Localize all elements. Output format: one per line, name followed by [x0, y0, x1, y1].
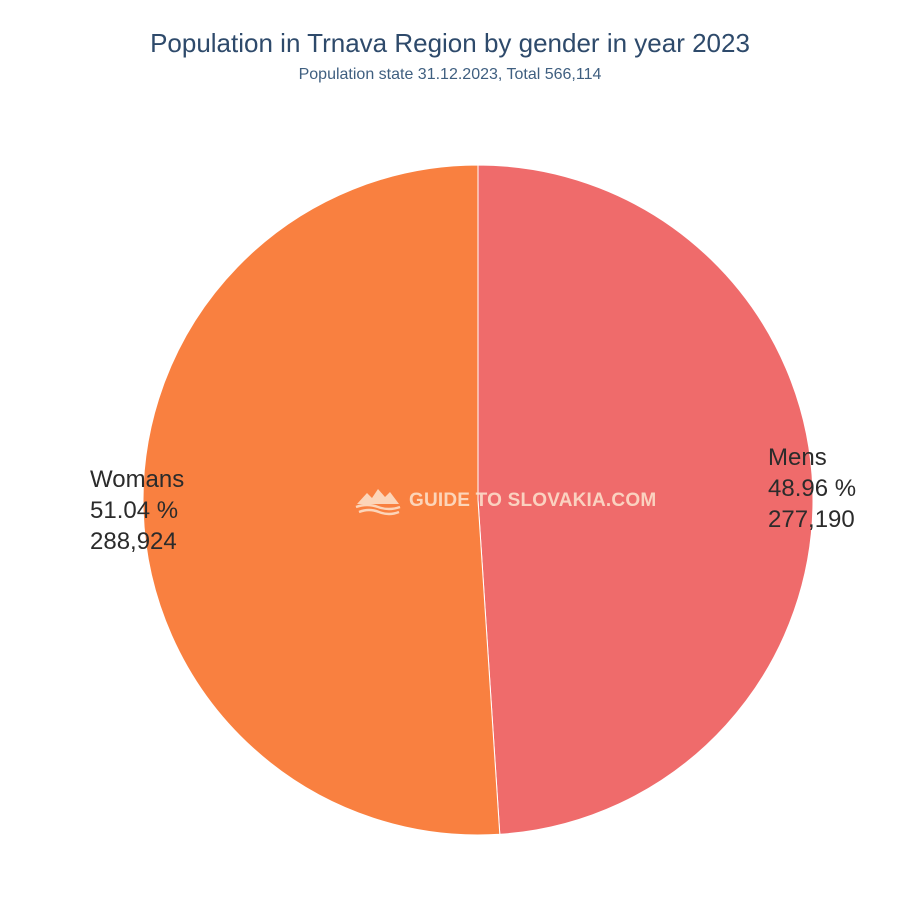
slice-label-name: Womans [90, 466, 184, 493]
pie-slices [142, 164, 814, 836]
watermark: GUIDE TO SLOVAKIA.COM [355, 486, 656, 516]
pie-slice-mens [477, 164, 814, 835]
slice-label-value: 277,190 [768, 506, 855, 533]
pie-slice-womans [142, 164, 501, 836]
slice-labels: Mens 48.96 % 277,190 Womans 51.04 % 288,924 [90, 444, 856, 555]
chart-title: Population in Trnava Region by gender in… [150, 28, 750, 58]
slice-label-percent: 48.96 % [768, 475, 856, 502]
slice-label-value: 288,924 [90, 528, 177, 555]
slice-label-womans: Womans 51.04 % 288,924 [90, 466, 184, 555]
mountain-logo-icon [355, 489, 401, 516]
watermark-text: GUIDE TO SLOVAKIA.COM [409, 490, 657, 511]
slice-label-mens: Mens 48.96 % 277,190 [768, 444, 856, 533]
chart-subtitle: Population state 31.12.2023, Total 566,1… [298, 66, 602, 83]
slice-label-percent: 51.04 % [90, 497, 178, 524]
slice-label-name: Mens [768, 444, 827, 471]
